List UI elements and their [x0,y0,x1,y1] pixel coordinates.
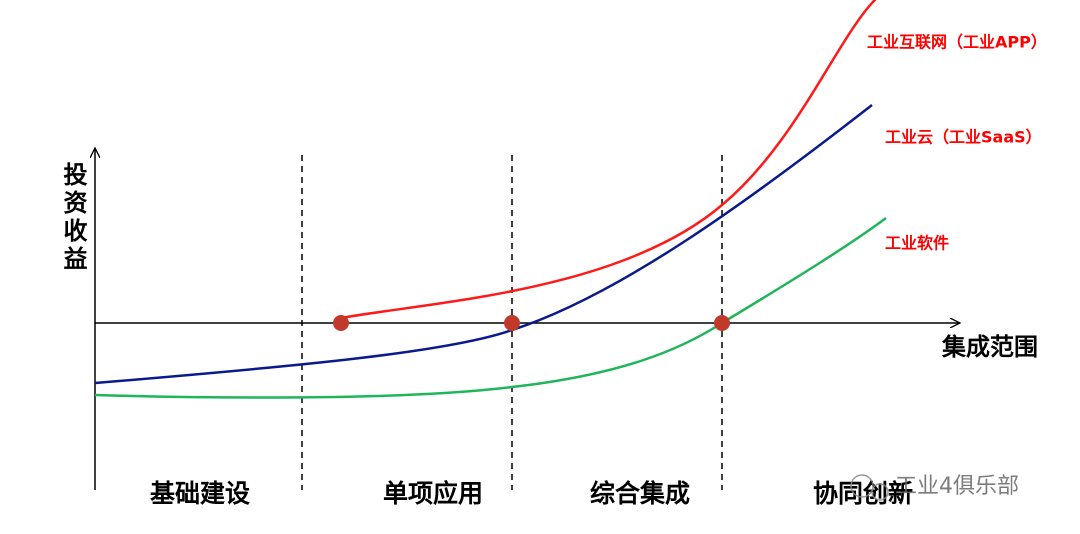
watermark: 工业4俱乐部 [850,474,1019,501]
y-axis-label: 投资收益 [59,162,87,274]
curve-app [340,0,877,320]
stage-label: 协同创新 [813,479,913,508]
stage-label: 单项应用 [383,479,483,508]
x-axis-label: 集成范围 [941,333,1038,361]
curve-label: 工业云（工业SaaS） [885,128,1042,147]
curve-label: 工业互联网（工业APP） [867,33,1047,52]
curve-software [94,216,887,399]
curve-label: 工业软件 [885,234,949,253]
watermark-text: 工业4俱乐部 [895,474,1019,499]
milestone-dot [333,315,349,331]
stage-label: 基础建设 [150,479,250,508]
curve-saas [94,104,873,385]
milestone-dot [504,315,520,331]
milestone-dot [714,315,730,331]
stage-label: 综合集成 [590,479,690,508]
